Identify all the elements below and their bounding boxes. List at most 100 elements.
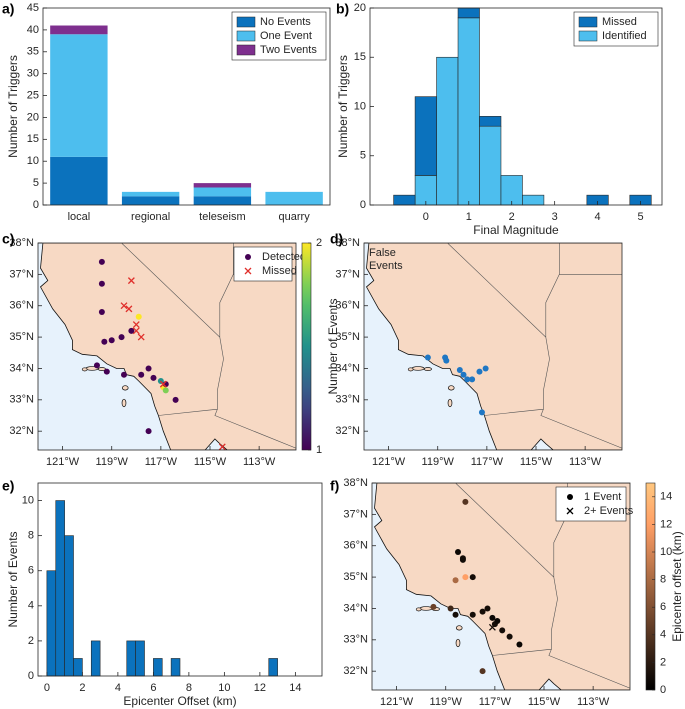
y-tick-label: 36°N — [343, 540, 368, 552]
legend-label: No Events — [260, 16, 311, 28]
y-tick-label: 33°N — [9, 394, 34, 406]
histogram-bar — [153, 658, 163, 677]
y-tick-label: 37°N — [335, 268, 360, 280]
point — [460, 371, 467, 378]
point — [103, 368, 110, 375]
colorbar — [645, 482, 656, 691]
x-axis-label: Final Magnitude — [473, 223, 559, 237]
panel-label: c) — [2, 231, 14, 247]
colorbar-tick-label: 10 — [660, 546, 672, 558]
point — [452, 577, 459, 584]
histogram-bar — [73, 658, 83, 677]
colorbar-tick-label: 4 — [660, 629, 666, 641]
x-tick-label: 0 — [44, 682, 50, 694]
x-tick-label: 117°W — [145, 456, 178, 468]
x-tick-label: quarry — [279, 211, 311, 223]
legend-marker — [236, 30, 256, 42]
point — [464, 376, 471, 383]
point — [489, 614, 496, 621]
colorbar-label: Epicenter offset (km) — [670, 531, 684, 641]
x-tick-label: 119°W — [430, 696, 463, 708]
point — [162, 387, 169, 394]
y-tick-label: 35°N — [343, 571, 368, 583]
x-tick-label: regional — [131, 211, 170, 223]
point — [145, 428, 152, 435]
border — [455, 483, 558, 656]
axes-box — [42, 7, 331, 206]
y-tick-label: 0 — [360, 199, 366, 211]
histogram-bar — [393, 194, 416, 206]
point — [120, 302, 128, 310]
colorbar-tick-label: 1 — [316, 444, 322, 456]
x-tick-label: 14 — [289, 682, 301, 694]
point — [488, 623, 496, 631]
point — [127, 277, 135, 285]
bar-segment — [50, 156, 108, 205]
y-tick-label: 37°N — [343, 508, 368, 520]
point — [479, 668, 486, 675]
point — [506, 633, 513, 640]
point — [456, 367, 463, 374]
point — [218, 443, 226, 451]
x-tick-label: 2 — [79, 682, 85, 694]
legend-marker — [245, 254, 251, 260]
colorbar-tick-label: 2 — [316, 237, 322, 249]
y-tick-label: 40 — [27, 24, 39, 36]
border — [540, 409, 622, 449]
point — [159, 380, 167, 388]
x-tick-label: 121°W — [46, 456, 80, 468]
map — [372, 483, 630, 690]
histogram-bar — [268, 658, 278, 677]
y-tick-label: 5 — [33, 177, 39, 189]
y-tick-label: 8 — [28, 530, 34, 542]
y-tick-label: 36°N — [9, 300, 34, 312]
point — [128, 327, 135, 334]
border — [219, 274, 234, 338]
y-tick-label: 36°N — [335, 300, 360, 312]
legend-label: Missed — [602, 16, 637, 28]
point — [132, 327, 140, 335]
island — [447, 385, 455, 391]
legend-box — [555, 486, 627, 522]
island — [455, 625, 463, 631]
y-tick-label: 38°N — [335, 237, 360, 249]
y-tick-label: 10 — [27, 155, 39, 167]
panel-label: d) — [330, 231, 343, 247]
x-tick-label: 115°W — [194, 456, 227, 468]
point — [484, 605, 491, 612]
y-tick-label: 25 — [27, 89, 39, 101]
x-tick-label: 10 — [218, 682, 230, 694]
point — [138, 371, 145, 378]
legend-label: Identified — [602, 30, 647, 42]
panel-label: f) — [330, 478, 339, 494]
histogram-bar — [64, 535, 74, 677]
x-tick-label: 1 — [466, 211, 472, 223]
y-tick-label: 32°N — [343, 665, 368, 677]
map — [364, 243, 622, 450]
y-tick-label: 2 — [28, 635, 34, 647]
island — [411, 366, 425, 371]
legend-marker — [567, 494, 573, 500]
point — [476, 368, 483, 375]
histogram-bar — [457, 17, 480, 206]
y-tick-label: 34°N — [343, 602, 368, 614]
point — [452, 611, 459, 618]
y-tick-label: 45 — [27, 2, 39, 14]
legend-label: Detected — [262, 251, 306, 263]
histogram-bar — [479, 116, 502, 127]
legend-label: Two Events — [260, 44, 317, 56]
island — [81, 367, 88, 372]
y-tick-label: 5 — [360, 150, 366, 162]
point — [93, 362, 100, 369]
land — [39, 243, 296, 450]
point — [430, 603, 437, 610]
island — [447, 398, 453, 408]
colorbar-tick-label: 8 — [660, 574, 666, 586]
x-tick-label: local — [68, 211, 91, 223]
y-tick-label: 34°N — [335, 362, 360, 374]
x-tick-label: 0 — [423, 211, 429, 223]
annotation: False Events — [369, 247, 403, 272]
bar-segment — [121, 191, 180, 197]
